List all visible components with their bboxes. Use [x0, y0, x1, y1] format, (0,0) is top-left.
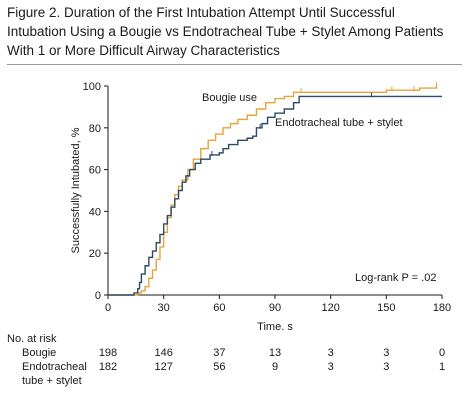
y-tick-label: 20 [89, 248, 101, 260]
curves [108, 82, 442, 296]
axes: 0 20 40 60 80 100 0 30 60 90 120 150 180 [83, 81, 452, 314]
y-tick-label: 80 [89, 123, 101, 135]
at-risk-count: 127 [154, 361, 173, 373]
at-risk-count: 182 [98, 361, 118, 373]
y-tick-label: 0 [95, 290, 101, 302]
y-axis-label: Successfully Intubated, % [70, 127, 82, 253]
at-risk-count: 3 [383, 347, 390, 359]
x-tick-label: 30 [158, 302, 170, 314]
at-risk-row-label: Endotracheal [22, 361, 87, 373]
x-tick-label: 60 [213, 302, 225, 314]
kaplan-meier-chart: 0 20 40 60 80 100 0 30 60 90 120 150 180 Successfull… [70, 81, 452, 330]
at-risk-row-label: Bougie [22, 347, 57, 359]
at-risk-count: 3 [327, 361, 334, 373]
y-tick-label: 40 [89, 206, 101, 218]
series-line-0 [108, 85, 438, 296]
at-risk-row-label: tube + stylet [22, 375, 82, 387]
y-tick-label: 100 [83, 81, 101, 93]
series-label-bougie: Bougie use [202, 92, 257, 104]
at-risk-count: 56 [213, 361, 226, 373]
title-divider [7, 64, 462, 65]
y-tick-label: 60 [89, 165, 101, 177]
at-risk-heading: No. at risk [7, 333, 57, 345]
x-tick-label: 0 [105, 302, 111, 314]
x-tick-label: 90 [269, 302, 281, 314]
x-axis-label: Time, s [257, 321, 293, 330]
at-risk-count: 13 [268, 347, 282, 359]
at-risk-count: 1 [438, 361, 446, 373]
at-risk-count: 37 [213, 347, 226, 359]
at-risk-count: 3 [383, 361, 390, 373]
series-label-ett: Endotracheal tube + stylet [275, 117, 403, 129]
figure-title: Figure 2. Duration of the First Intubati… [7, 3, 467, 60]
series-line-1 [108, 95, 442, 296]
at-risk-count: 9 [271, 361, 279, 373]
at-risk-count: 146 [154, 347, 173, 359]
figure-title-line: Intubation Using a Bougie vs Endotrachea… [7, 24, 444, 39]
figure-title-line: Figure 2. Duration of the First Intubati… [7, 5, 395, 20]
at-risk-count: 198 [98, 347, 118, 359]
x-tick-label: 180 [433, 302, 451, 314]
x-tick-label: 120 [321, 302, 339, 314]
at-risk-count: 0 [438, 347, 446, 359]
logrank-annotation: Log-rank P = .02 [355, 272, 436, 284]
figure-title-line: With 1 or More Difficult Airway Characte… [7, 43, 280, 58]
at-risk-count: 3 [327, 347, 334, 359]
x-tick-label: 150 [377, 302, 395, 314]
